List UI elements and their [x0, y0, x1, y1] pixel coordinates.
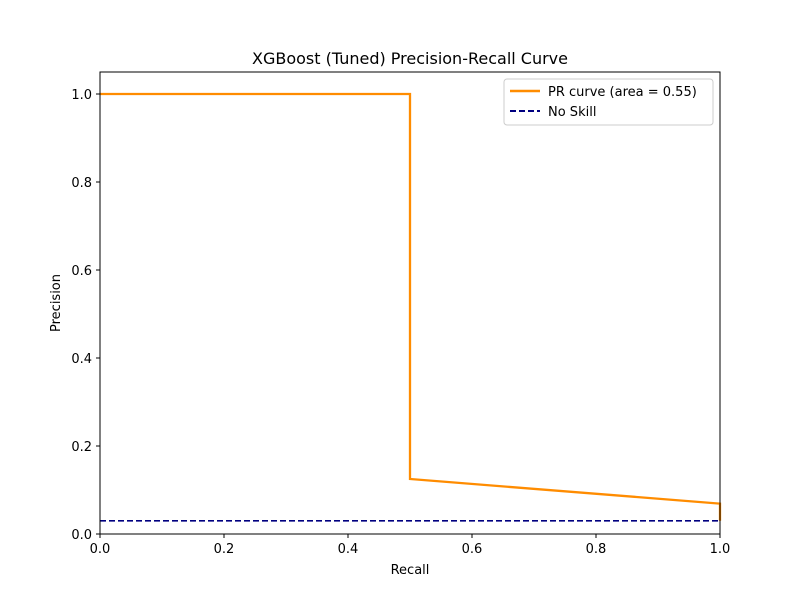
x-tick-label: 0.6 — [462, 542, 483, 557]
legend-box — [503, 78, 714, 126]
plot-frame — [99, 71, 721, 535]
x-tick-label: 0.0 — [90, 542, 111, 557]
x-axis-ticks: 0.0 0.2 0.4 0.6 0.8 1.0 — [90, 534, 731, 557]
x-tick-label: 0.8 — [586, 542, 607, 557]
chart-title: XGBoost (Tuned) Precision-Recall Curve — [252, 49, 568, 68]
legend: PR curve (area = 0.55) No Skill — [503, 78, 714, 126]
legend-label-pr-curve: PR curve (area = 0.55) — [548, 85, 697, 100]
plot-series — [100, 92, 722, 522]
x-axis-label: Recall — [391, 563, 430, 578]
y-tick-label: 0.8 — [71, 176, 92, 191]
y-tick-label: 1.0 — [71, 88, 92, 103]
y-axis-ticks: 0.0 0.2 0.4 0.6 0.8 1.0 — [71, 88, 100, 543]
x-tick-label: 0.4 — [338, 542, 359, 557]
y-tick-label: 0.4 — [71, 352, 92, 367]
legend-label-no-skill: No Skill — [548, 105, 596, 120]
y-tick-label: 0.2 — [71, 440, 92, 455]
x-tick-label: 1.0 — [710, 542, 731, 557]
x-tick-label: 0.2 — [214, 542, 235, 557]
y-tick-label: 0.6 — [71, 264, 92, 279]
y-axis-label: Precision — [49, 274, 64, 332]
y-tick-label: 0.0 — [71, 528, 92, 543]
series-line-0 — [100, 92, 722, 521]
